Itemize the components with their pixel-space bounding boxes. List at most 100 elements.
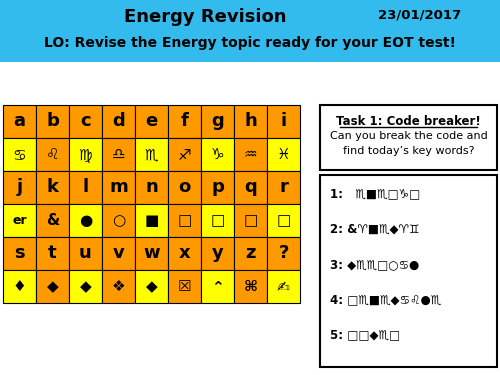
Text: ♎: ♎ [112,147,126,162]
Bar [267,270,300,303]
Text: p: p [211,178,224,196]
Text: □: □ [178,213,192,228]
Bar [234,105,267,138]
Bar [3,105,36,138]
Text: f: f [180,112,188,130]
Text: u: u [79,244,92,262]
Bar [201,138,234,171]
Bar [69,171,102,204]
Bar [102,270,135,303]
Bar [201,204,234,237]
Text: x: x [178,244,190,262]
Text: i: i [280,112,286,130]
Text: z: z [245,244,256,262]
Text: 23/01/2017: 23/01/2017 [378,8,462,21]
Bar [135,105,168,138]
Bar [234,237,267,270]
Text: 1:   ♏■♏□♑□: 1: ♏■♏□♑□ [330,187,420,200]
Bar [69,105,102,138]
Bar [102,171,135,204]
Text: ♑: ♑ [210,147,224,162]
Bar [135,138,168,171]
Text: t: t [48,244,57,262]
Bar [135,237,168,270]
Text: w: w [143,244,160,262]
Text: ◆: ◆ [46,279,58,294]
Bar [234,204,267,237]
Text: ♒: ♒ [244,147,258,162]
Bar [267,138,300,171]
Bar [201,105,234,138]
Bar [267,171,300,204]
Bar [3,237,36,270]
Text: ⌃: ⌃ [211,279,224,294]
Text: k: k [46,178,58,196]
Bar [0,0,500,62]
Bar [102,138,135,171]
Bar [201,237,234,270]
Bar [69,237,102,270]
Bar [3,171,36,204]
Text: ♍: ♍ [78,147,92,162]
Text: Can you break the code and
find today’s key words?: Can you break the code and find today’s … [330,131,488,156]
Bar [36,105,69,138]
Text: s: s [14,244,25,262]
Text: y: y [212,244,224,262]
Text: Task 1: Code breaker!: Task 1: Code breaker! [336,115,481,128]
Text: ⌘: ⌘ [244,279,258,294]
Text: c: c [80,112,91,130]
Text: g: g [211,112,224,130]
Text: q: q [244,178,257,196]
Text: j: j [16,178,22,196]
Text: ♓: ♓ [276,147,290,162]
Text: ?: ? [278,244,288,262]
Text: o: o [178,178,190,196]
Text: ■: ■ [144,213,158,228]
Bar [168,270,201,303]
Bar [69,270,102,303]
Text: ❖: ❖ [112,279,126,294]
Bar [36,171,69,204]
Bar [3,138,36,171]
Text: l: l [82,178,88,196]
Text: a: a [14,112,26,130]
Text: □: □ [210,213,224,228]
Text: ●: ● [79,213,92,228]
Bar [234,270,267,303]
Bar [267,105,300,138]
Text: 2: &♈■♏◆♈♊: 2: &♈■♏◆♈♊ [330,222,420,236]
Text: d: d [112,112,125,130]
Bar [36,138,69,171]
Bar [69,138,102,171]
Bar [320,175,497,367]
Text: ♏: ♏ [144,147,158,162]
Bar [102,204,135,237]
Text: ◆: ◆ [146,279,158,294]
Text: □: □ [276,213,290,228]
Text: 3: ◆♏♏□○♋●: 3: ◆♏♏□○♋● [330,258,419,271]
Bar [267,204,300,237]
Bar [36,204,69,237]
Text: n: n [145,178,158,196]
Text: er: er [12,214,27,227]
Bar [3,204,36,237]
Text: &: & [46,213,59,228]
Text: m: m [109,178,128,196]
Bar [135,204,168,237]
Text: e: e [146,112,158,130]
Text: ♐: ♐ [178,147,192,162]
Text: 4: □♏■♏◆♋♌●♏: 4: □♏■♏◆♋♌●♏ [330,293,442,306]
Bar [102,237,135,270]
Text: ✍: ✍ [277,279,290,294]
Text: ◆: ◆ [80,279,92,294]
Bar [69,204,102,237]
Bar [102,105,135,138]
Text: ☒: ☒ [178,279,192,294]
Bar [201,171,234,204]
Text: ○: ○ [112,213,125,228]
Bar [168,237,201,270]
Bar [267,237,300,270]
Bar [135,270,168,303]
Text: r: r [279,178,288,196]
Bar [36,270,69,303]
